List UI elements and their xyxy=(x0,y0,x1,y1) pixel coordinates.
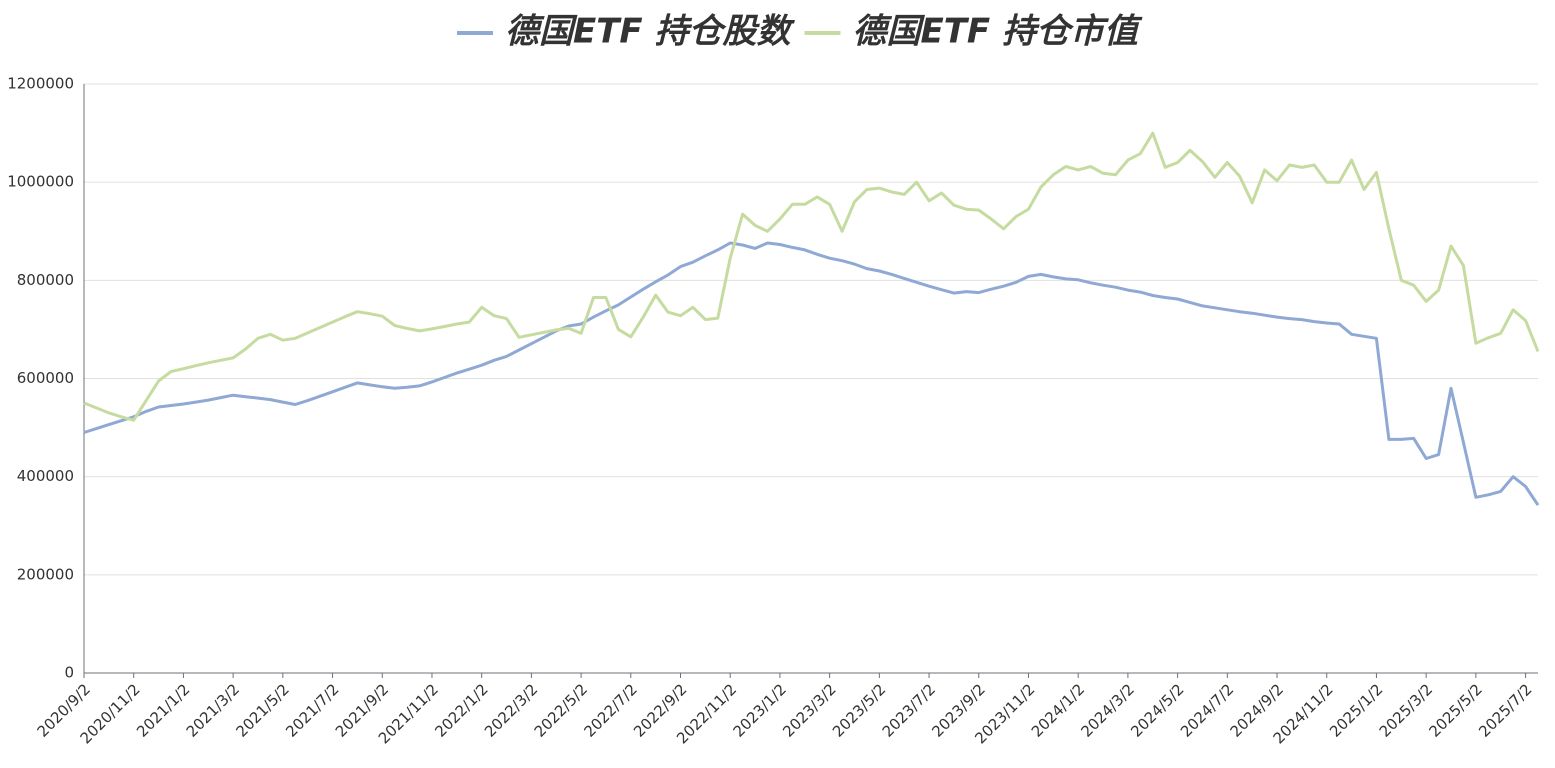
y-tick-label: 0 xyxy=(64,664,74,682)
x-tick-label: 2025/1/2 xyxy=(1326,680,1386,740)
series-line xyxy=(83,241,1540,506)
x-tick-label: 2021/3/2 xyxy=(183,680,243,740)
series-line xyxy=(83,131,1540,422)
y-tick-label: 1000000 xyxy=(7,173,74,191)
x-tick-label: 2024/7/2 xyxy=(1177,680,1237,740)
x-tick-label: 2024/5/2 xyxy=(1127,680,1187,740)
y-tick-label: 600000 xyxy=(17,369,74,387)
x-tick-label: 2025/3/2 xyxy=(1376,680,1436,740)
x-tick-label: 2022/3/2 xyxy=(481,680,541,740)
legend: 德国ETF 持仓股数 德国ETF 持仓市值 xyxy=(457,12,1143,52)
x-tick-label: 2023/5/2 xyxy=(829,680,889,740)
legend-label: 德国ETF 持仓市值 xyxy=(853,12,1143,52)
x-tick-label: 2022/7/2 xyxy=(580,680,640,740)
x-tick-label: 2022/5/2 xyxy=(531,680,591,740)
y-tick-label: 400000 xyxy=(17,467,74,485)
x-tick-label: 2021/7/2 xyxy=(282,680,342,740)
legend-label: 德国ETF 持仓股数 xyxy=(505,12,795,52)
y-tick-label: 200000 xyxy=(17,565,74,583)
x-tick-label: 2023/1/2 xyxy=(730,680,790,740)
y-tick-label: 800000 xyxy=(17,271,74,289)
x-tick-label: 2023/3/2 xyxy=(779,680,839,740)
x-tick-label: 2021/5/2 xyxy=(232,680,292,740)
y-tick-label: 1200000 xyxy=(7,75,74,93)
x-tick-label: 2025/5/2 xyxy=(1426,680,1486,740)
x-tick-label: 2021/1/2 xyxy=(133,680,193,740)
x-tick-label: 2023/7/2 xyxy=(879,680,939,740)
x-tick-label: 2022/1/2 xyxy=(431,680,491,740)
x-tick-label: 2025/7/2 xyxy=(1475,680,1535,740)
x-tick-label: 2024/3/2 xyxy=(1078,680,1138,740)
x-tick-label: 2024/1/2 xyxy=(1028,680,1088,740)
